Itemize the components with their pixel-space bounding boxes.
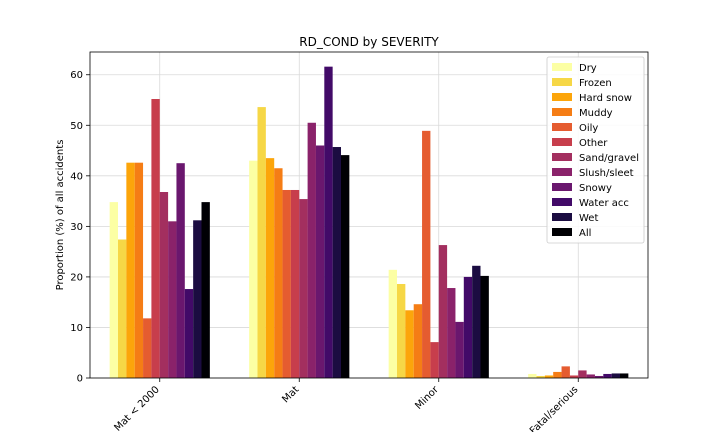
legend-swatch <box>552 138 572 146</box>
bar <box>151 99 160 379</box>
legend-swatch <box>552 108 572 116</box>
legend-label: Frozen <box>579 78 612 89</box>
bar <box>438 245 448 378</box>
bar <box>126 162 135 378</box>
y-tick-label: 20 <box>70 272 83 283</box>
bar <box>405 310 414 378</box>
legend-frame <box>546 56 645 244</box>
bar <box>528 373 537 378</box>
bar <box>455 321 464 378</box>
bar <box>594 375 604 378</box>
bar <box>282 189 291 378</box>
bar <box>249 160 258 378</box>
bar <box>611 373 620 378</box>
legend-swatch <box>552 93 572 101</box>
legend-label: Slush/sleet <box>579 168 634 179</box>
legend-swatch <box>552 183 572 191</box>
y-tick-label: 50 <box>70 121 83 132</box>
bar <box>544 375 554 378</box>
x-tick-label: Mat <box>280 384 301 405</box>
bar <box>413 304 423 378</box>
bar <box>299 199 308 378</box>
bar <box>447 288 456 378</box>
y-tick-label: 30 <box>70 222 83 233</box>
bar <box>315 145 325 378</box>
legend-swatch <box>552 153 572 161</box>
bar <box>536 375 545 378</box>
x-tick-label: Minor <box>413 384 441 412</box>
bar <box>553 371 562 378</box>
bar <box>578 370 587 378</box>
bar <box>397 283 406 378</box>
legend-swatch <box>552 228 572 236</box>
bars-layer <box>109 66 629 379</box>
legend-label: Dry <box>579 63 597 74</box>
legend: Dry Frozen Hard snow Muddy Oily Other Sand/gra… <box>546 56 645 244</box>
x-tick-label: Mat < 2000 <box>112 384 161 432</box>
bar <box>307 122 316 378</box>
bar <box>118 239 127 378</box>
bar <box>472 265 481 378</box>
legend-label: Hard snow <box>579 93 632 104</box>
bar <box>332 147 341 378</box>
bar <box>561 366 570 378</box>
chart-title: RD_COND by SEVERITY <box>299 35 439 49</box>
y-axis: 0 10 20 30 40 50 60 <box>70 70 90 385</box>
bar <box>265 158 275 378</box>
legend-swatch <box>552 213 572 221</box>
x-tick-label: Fatal/serious <box>528 384 580 432</box>
y-axis-label: Proportion (%) of all accidents <box>55 140 66 291</box>
plot-frame <box>89 51 649 379</box>
bar <box>109 202 118 378</box>
x-axis: Mat < 2000 Mat Minor Fatal/serious <box>112 378 580 432</box>
bar <box>274 168 283 378</box>
legend-label: Snowy <box>579 183 612 194</box>
bar <box>159 192 169 378</box>
bar <box>290 189 300 378</box>
bar <box>324 66 333 379</box>
bar <box>193 220 202 378</box>
legend-swatch <box>552 198 572 206</box>
bar <box>176 163 185 378</box>
y-tick-label: 40 <box>70 171 83 182</box>
legend-swatch <box>552 168 572 176</box>
legend-label: Wet <box>579 213 598 224</box>
legend-label: Oily <box>579 123 598 134</box>
legend-swatch <box>552 78 572 86</box>
y-tick-label: 60 <box>70 70 83 81</box>
legend-label: Muddy <box>579 108 613 119</box>
bar <box>430 342 439 378</box>
bar <box>620 373 629 378</box>
bar <box>569 375 579 378</box>
bar <box>143 318 152 378</box>
bar <box>463 276 473 378</box>
bar <box>422 130 431 378</box>
legend-label: Sand/gravel <box>579 153 639 164</box>
bar <box>341 155 350 378</box>
y-tick-label: 10 <box>70 323 83 334</box>
bar <box>184 289 194 378</box>
bar <box>388 269 397 378</box>
bar <box>603 373 612 378</box>
bar <box>480 275 489 378</box>
bar <box>134 162 144 378</box>
legend-label: All <box>579 228 591 239</box>
bar <box>257 107 266 378</box>
legend-label: Water acc <box>579 198 629 209</box>
bar <box>168 221 177 378</box>
legend-label: Other <box>579 138 608 149</box>
legend-swatch <box>552 123 572 131</box>
y-tick-label: 0 <box>77 374 83 385</box>
bar <box>201 202 210 378</box>
legend-swatch <box>552 63 572 71</box>
bar <box>586 374 595 378</box>
